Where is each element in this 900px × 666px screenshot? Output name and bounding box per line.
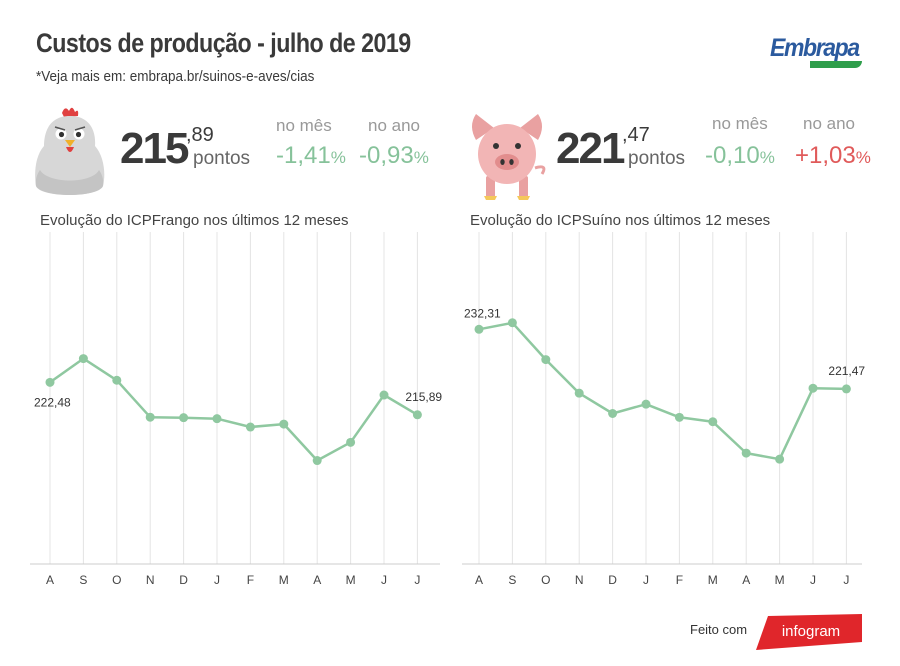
data-label: 221,47: [828, 364, 865, 378]
x-tick-label: O: [112, 573, 121, 587]
data-point: [212, 414, 222, 424]
frango-year-change: -0,93%: [359, 142, 429, 170]
x-tick-label: J: [381, 573, 387, 587]
x-tick-label: S: [508, 573, 516, 587]
data-point: [608, 409, 618, 418]
embrapa-logo: Embrapa: [770, 30, 870, 74]
data-point: [474, 324, 484, 334]
frango-month-value: -1,41: [276, 142, 331, 169]
series-line: [478, 321, 847, 461]
x-tick-label: A: [742, 573, 750, 587]
x-tick-label: N: [575, 573, 584, 587]
x-tick-label: J: [414, 573, 420, 587]
logo-green-bar: [810, 61, 862, 68]
suino-month-label: no mês: [712, 114, 768, 133]
frango-chart: A S O N D J F M A M J J 222,48 215,89: [30, 232, 442, 587]
pig-icon: [472, 114, 546, 200]
frango-year-value: -0,93: [359, 142, 414, 169]
data-point: [574, 388, 584, 398]
suino-year-label: no ano: [803, 114, 855, 133]
suino-index-integer: 221: [556, 124, 625, 173]
data-point: [112, 375, 122, 385]
series-line: [49, 357, 419, 462]
data-point: [808, 383, 818, 393]
frango-month-change: -1,41%: [276, 142, 346, 170]
x-tick-label: J: [810, 573, 816, 587]
page-title: Custos de produção - julho de 2019: [36, 28, 411, 58]
frango-unit: pontos: [193, 148, 251, 169]
suino-month-value: -0,10: [705, 142, 760, 169]
data-point: [741, 448, 751, 458]
infogram-label: infogram: [782, 623, 840, 640]
frango-year-label: no ano: [368, 116, 420, 135]
x-tick-label: M: [279, 573, 289, 587]
x-tick-label: M: [346, 573, 356, 587]
data-label: 215,89: [405, 390, 442, 404]
data-point: [841, 384, 851, 394]
data-point: [346, 437, 356, 447]
data-point: [145, 412, 155, 422]
x-tick-label: D: [179, 573, 188, 587]
x-tick-label: F: [676, 573, 683, 587]
x-tick-label: F: [247, 573, 254, 587]
frango-month-pct: %: [330, 148, 346, 167]
data-point: [245, 422, 255, 432]
chicken-icon: [35, 107, 105, 195]
x-tick-label: S: [79, 573, 87, 587]
frango-chart-title: Evolução do ICPFrango nos últimos 12 mes…: [40, 212, 349, 229]
suino-unit: pontos: [628, 148, 686, 169]
frango-month-label: no mês: [276, 116, 332, 135]
data-point: [775, 454, 785, 464]
infogram-badge[interactable]: infogram: [754, 612, 864, 652]
data-label: 222,48: [34, 395, 71, 409]
x-tick-label: N: [146, 573, 155, 587]
x-tick-label: O: [541, 573, 550, 587]
data-point: [708, 417, 718, 427]
data-point: [507, 318, 517, 328]
suino-year-pct: %: [855, 148, 871, 167]
suino-year-value: +1,03: [795, 142, 856, 169]
made-with-label: Feito com: [690, 622, 748, 637]
data-point: [412, 410, 422, 420]
suino-month-pct: %: [759, 148, 775, 167]
x-tick-label: A: [475, 573, 483, 587]
x-tick-label: J: [643, 573, 649, 587]
x-tick-label: J: [843, 573, 849, 587]
data-point: [641, 399, 651, 409]
x-tick-label: D: [608, 573, 617, 587]
suino-index-decimal: ,47: [622, 124, 650, 146]
frango-index-decimal: ,89: [186, 124, 214, 146]
data-point: [78, 354, 88, 364]
suino-chart-title: Evolução do ICPSuíno nos últimos 12 mese…: [470, 212, 771, 229]
x-tick-label: A: [313, 573, 321, 587]
data-point: [541, 355, 551, 365]
data-point: [379, 390, 389, 400]
data-label: 232,31: [464, 306, 501, 320]
frango-index-integer: 215: [120, 124, 189, 173]
data-point: [279, 419, 289, 429]
x-tick-label: M: [708, 573, 718, 587]
page-subtitle: *Veja mais em: embrapa.br/suinos-e-aves/…: [36, 68, 315, 85]
x-tick-label: J: [214, 573, 220, 587]
infogram-badge-shape: [756, 614, 862, 650]
x-tick-label: M: [775, 573, 785, 587]
data-point: [674, 412, 684, 422]
suino-chart: A S O N D J F M A M J J 232,31 221,47: [462, 232, 865, 587]
data-point: [312, 456, 322, 466]
logo-text: Embrapa: [770, 34, 860, 62]
frango-year-pct: %: [413, 148, 429, 167]
suino-month-change: -0,10%: [705, 142, 775, 170]
x-tick-label: A: [46, 573, 54, 587]
data-point: [179, 413, 189, 423]
suino-year-change: +1,03%: [795, 142, 871, 170]
data-point: [45, 377, 55, 387]
